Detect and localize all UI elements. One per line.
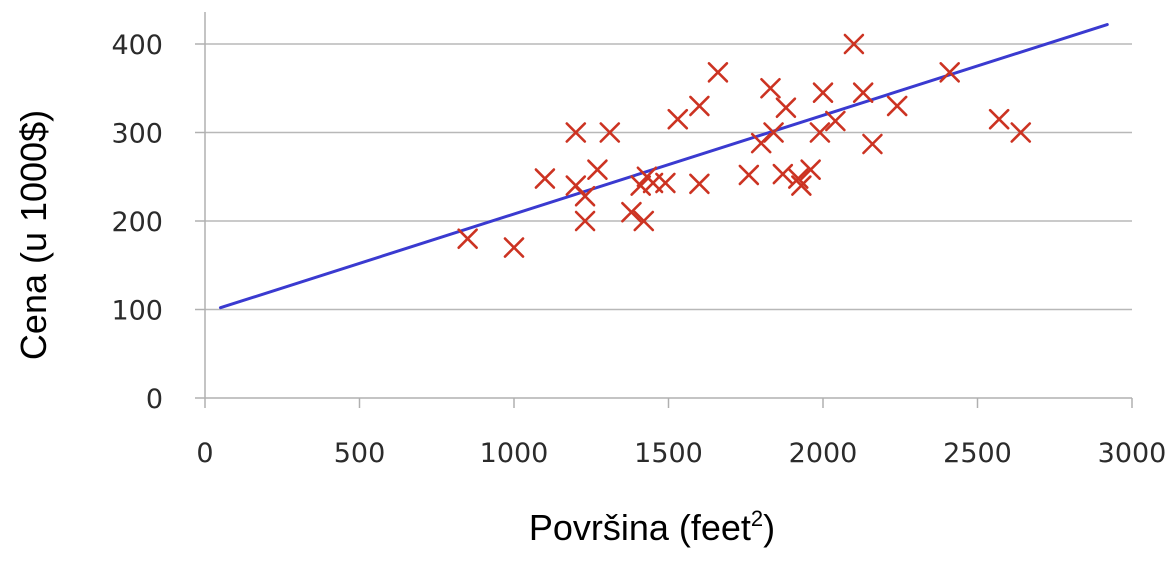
data-point-stroke: [787, 168, 809, 189]
data-point: [852, 82, 874, 103]
trend-line-layer: [218, 23, 1109, 310]
data-point: [763, 122, 784, 143]
data-point: [738, 164, 760, 186]
x-tick-label-1500: 1500: [634, 438, 703, 469]
x-tick-label-0: 0: [196, 438, 213, 469]
x-axis-title-sup: 2: [751, 506, 763, 531]
data-point-stroke: [843, 33, 865, 55]
y-tick-label-300: 300: [111, 119, 163, 150]
data-point: [689, 95, 710, 117]
data-point-stroke: [812, 82, 834, 103]
data-point: [791, 175, 812, 196]
data-point-stroke: [655, 172, 676, 194]
y-axis-title: Cena (u 1000$): [13, 110, 54, 360]
data-point: [800, 159, 821, 180]
data-point: [760, 77, 781, 99]
data-point: [503, 237, 525, 258]
tick-labels: 0 100 200 300 400 0 500 1000 1500 2000 2500 3000: [111, 30, 1166, 469]
data-point-stroke: [791, 175, 812, 196]
x-tick-label-500: 500: [334, 438, 386, 469]
gridlines: [205, 43, 1132, 311]
data-point: [599, 122, 621, 143]
data-point-stroke: [599, 122, 621, 143]
data-point-stroke: [800, 159, 821, 180]
data-point-stroke: [825, 110, 846, 132]
data-point: [772, 163, 794, 185]
x-tick-label-2000: 2000: [789, 438, 858, 469]
data-point-stroke: [775, 97, 797, 119]
data-point-stroke: [772, 163, 794, 185]
data-point-stroke: [1010, 122, 1032, 143]
data-point: [457, 228, 478, 249]
data-point: [1010, 122, 1032, 143]
x-axis-title: Površina (feet2): [529, 506, 775, 548]
data-point-stroke: [760, 77, 781, 99]
x-tick-label-2500: 2500: [943, 438, 1012, 469]
data-point: [843, 33, 865, 55]
data-point-stroke: [886, 95, 908, 117]
data-point-stroke: [852, 82, 874, 103]
regression-line: [218, 23, 1109, 310]
data-point-stroke: [862, 133, 883, 155]
data-point: [809, 122, 831, 143]
data-point: [565, 122, 587, 143]
data-point-stroke: [587, 159, 608, 180]
data-point-stroke: [574, 210, 596, 232]
data-point: [787, 168, 809, 189]
y-tick-label-400: 400: [111, 30, 163, 61]
x-tick-label-3000: 3000: [1098, 438, 1167, 469]
data-point: [886, 95, 908, 117]
data-point: [939, 62, 960, 83]
data-point: [630, 175, 651, 196]
data-point: [621, 201, 642, 223]
data-point: [707, 62, 729, 83]
data-point: [812, 82, 834, 103]
data-point-stroke: [707, 62, 729, 83]
data-point-stroke: [534, 168, 556, 189]
data-point-stroke: [565, 122, 587, 143]
x-axis-title-suffix: ): [763, 507, 775, 548]
data-point-stroke: [738, 164, 760, 186]
data-point: [534, 168, 556, 189]
data-point-stroke: [457, 228, 478, 249]
data-point: [775, 97, 797, 119]
data-point-stroke: [763, 122, 784, 143]
data-point: [574, 185, 596, 207]
data-point-stroke: [689, 173, 710, 195]
data-point-stroke: [503, 237, 525, 258]
y-tick-label-100: 100: [111, 296, 163, 327]
data-point: [988, 108, 1010, 130]
data-point-stroke: [621, 201, 642, 223]
data-point: [587, 159, 608, 180]
data-point-stroke: [809, 122, 831, 143]
axes: [195, 12, 1133, 408]
data-point: [689, 173, 710, 195]
data-point-stroke: [988, 108, 1010, 130]
y-tick-label-0: 0: [146, 384, 163, 415]
data-point-stroke: [689, 95, 710, 117]
data-point-stroke: [633, 210, 655, 232]
data-point: [667, 108, 689, 130]
data-point: [825, 110, 846, 132]
x-tick-label-1000: 1000: [480, 438, 549, 469]
data-point-stroke: [630, 175, 651, 196]
data-point: [862, 133, 883, 155]
x-axis-title-main: Površina (feet: [529, 507, 751, 548]
data-point-stroke: [574, 185, 596, 207]
data-point-stroke: [939, 62, 960, 83]
data-points: [457, 33, 1032, 258]
data-point-stroke: [565, 175, 587, 196]
data-point: [655, 172, 676, 194]
data-point: [633, 210, 655, 232]
y-tick-label-200: 200: [111, 207, 163, 238]
data-point-stroke: [667, 108, 689, 130]
data-point: [574, 210, 596, 232]
